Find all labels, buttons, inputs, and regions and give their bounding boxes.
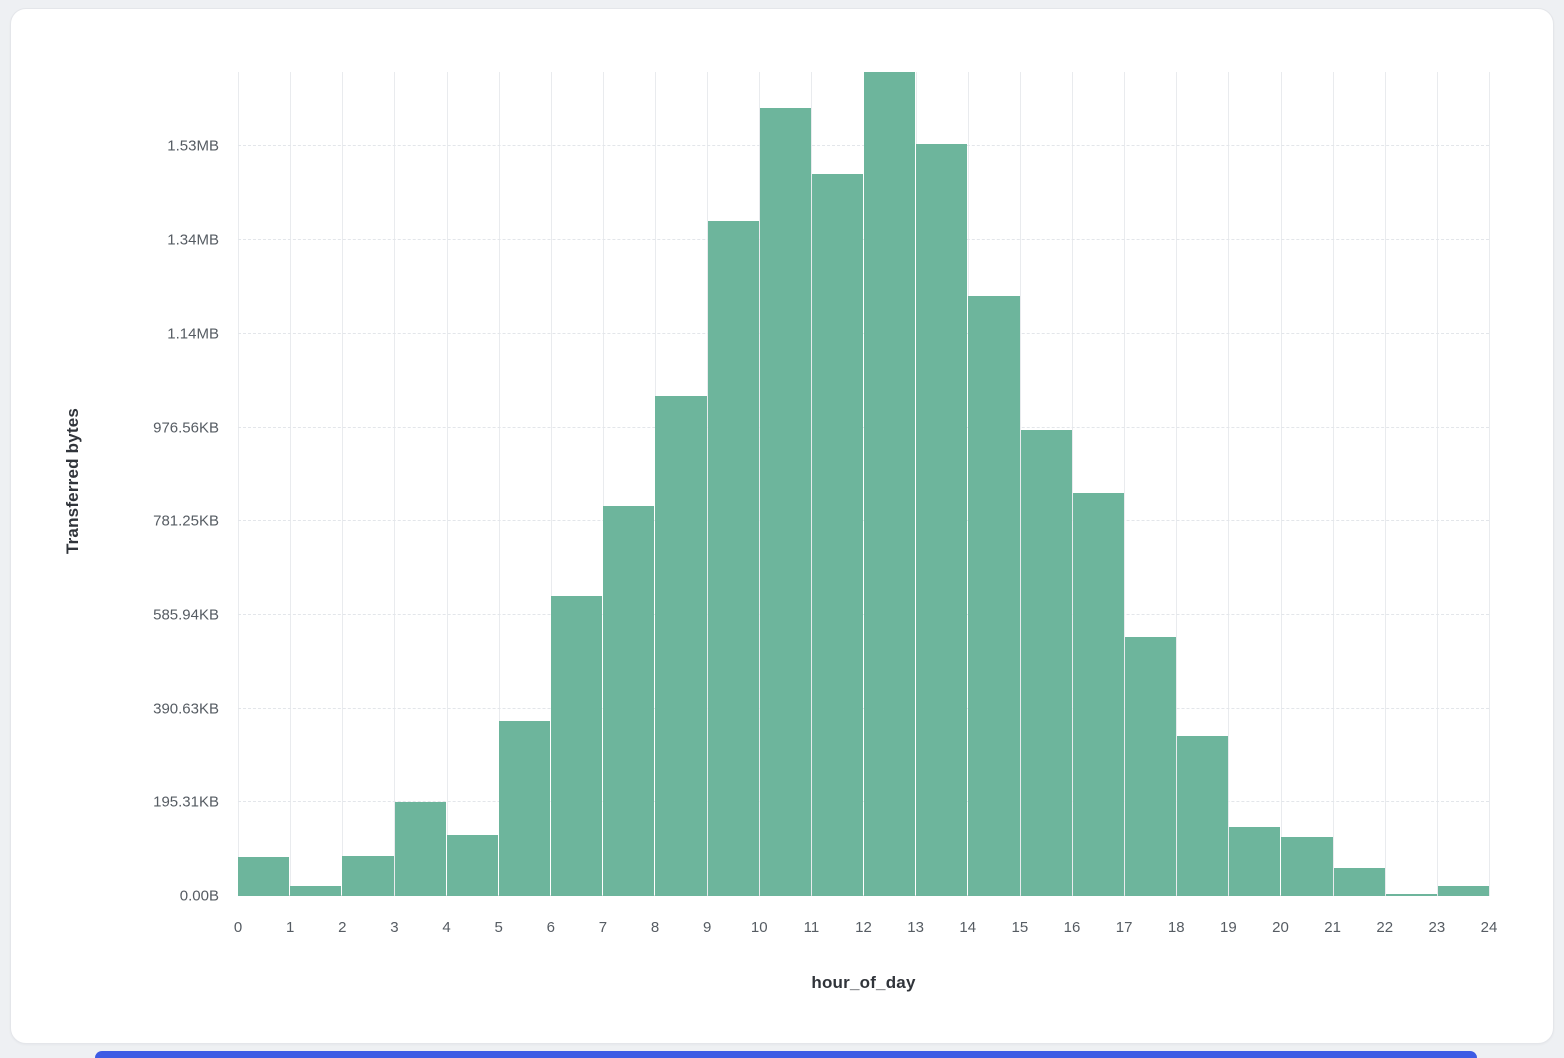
bar-hour-17[interactable] — [1124, 637, 1177, 896]
x-tick-label: 18 — [1167, 919, 1185, 936]
bar-hour-6[interactable] — [551, 595, 603, 896]
x-tick-label: 19 — [1220, 919, 1237, 936]
bar-hour-9[interactable] — [707, 221, 759, 896]
partial-card-below — [95, 1051, 1477, 1058]
vertical-gridline — [1280, 72, 1282, 896]
x-tick-label: 4 — [442, 919, 451, 936]
chart-card: Transferred bytes 0.00B 195.31KB 390.63KB 5… — [10, 8, 1554, 1044]
vertical-gridline — [1489, 72, 1490, 896]
bar-hour-2[interactable] — [342, 856, 394, 896]
x-tick-label: 3 — [390, 919, 399, 936]
x-axis-tick-labels: 0 1 2 3 4 5 6 7 8 9 10 11 12 13 14 15 16 17 18 19 20 21 22 23 24 — [234, 907, 1498, 937]
vertical-gridline — [1228, 72, 1230, 896]
bar-hour-3[interactable] — [394, 802, 446, 896]
x-tick-label: 5 — [494, 919, 503, 936]
x-tick-label: 9 — [702, 919, 712, 936]
bar-hour-7[interactable] — [603, 505, 655, 896]
x-tick-label: 10 — [750, 919, 768, 936]
bar-hour-21[interactable] — [1333, 867, 1385, 896]
vertical-gridline — [1072, 72, 1073, 896]
x-tick-label: 20 — [1272, 919, 1289, 936]
bar-hour-22[interactable] — [1385, 894, 1437, 896]
y-tick-label: 390.63KB — [153, 700, 219, 718]
y-tick-label: 195.31KB — [153, 793, 219, 811]
vertical-gridline — [1124, 72, 1126, 896]
bars-layer — [238, 72, 1490, 896]
bar-hour-8[interactable] — [655, 396, 707, 896]
vertical-gridline — [967, 72, 969, 896]
x-tick-label: 6 — [546, 919, 555, 936]
vertical-gridline — [238, 72, 239, 896]
y-axis-tick-labels: 0.00B 195.31KB 390.63KB 585.94KB 781.25KB 976… — [11, 72, 219, 905]
x-tick-label: 8 — [650, 919, 660, 936]
horizontal-gridline — [238, 613, 1489, 615]
x-tick-label: 13 — [907, 919, 924, 936]
plot-area — [238, 72, 1490, 896]
y-tick-label: 0.00B — [179, 887, 219, 905]
vertical-gridline — [446, 72, 448, 896]
x-tick-label: 7 — [598, 919, 608, 936]
y-tick-label: 976.56KB — [153, 419, 219, 437]
bar-hour-11[interactable] — [811, 173, 864, 896]
y-tick-label: 1.34MB — [167, 231, 219, 249]
vertical-gridline — [550, 72, 552, 896]
horizontal-gridline — [238, 895, 1489, 896]
vertical-gridline — [498, 72, 500, 896]
y-tick-label: 1.14MB — [167, 325, 219, 343]
x-tick-label: 24 — [1480, 919, 1498, 936]
bar-hour-4[interactable] — [446, 835, 498, 896]
bar-hour-0[interactable] — [238, 857, 290, 896]
bar-hour-18[interactable] — [1177, 736, 1229, 896]
x-tick-label: 23 — [1428, 919, 1446, 936]
bar-hour-13[interactable] — [916, 143, 968, 896]
vertical-gridline — [1019, 72, 1021, 896]
vertical-gridline — [915, 72, 917, 896]
x-tick-label: 16 — [1063, 919, 1081, 936]
horizontal-gridline — [238, 520, 1489, 522]
horizontal-gridline — [238, 801, 1489, 803]
vertical-gridline — [602, 72, 604, 896]
horizontal-gridline — [238, 332, 1489, 334]
x-tick-label: 2 — [338, 919, 347, 936]
x-tick-label: 17 — [1115, 919, 1133, 936]
x-axis-title: hour_of_day — [811, 973, 916, 992]
horizontal-gridline — [238, 145, 1489, 147]
x-tick-label: 0 — [233, 919, 243, 936]
vertical-gridline — [1176, 72, 1178, 896]
bar-hour-14[interactable] — [968, 296, 1020, 896]
vertical-gridline — [290, 72, 292, 896]
bar-hour-5[interactable] — [498, 721, 551, 896]
vertical-gridline — [394, 72, 396, 896]
vertical-gridline — [342, 72, 344, 896]
vertical-gridline — [863, 72, 865, 896]
y-tick-label: 1.53MB — [167, 137, 219, 155]
bar-hour-15[interactable] — [1020, 429, 1072, 896]
y-tick-label: 585.94KB — [153, 606, 219, 624]
y-tick-label: 781.25KB — [153, 512, 219, 530]
horizontal-gridline — [238, 239, 1489, 241]
horizontal-gridlines — [238, 72, 1489, 896]
x-tick-label: 22 — [1376, 919, 1394, 936]
bar-hour-10[interactable] — [759, 107, 811, 896]
bar-hour-20[interactable] — [1281, 836, 1333, 896]
horizontal-gridline — [238, 707, 1489, 709]
x-tick-label: 14 — [959, 919, 977, 936]
x-tick-label: 1 — [285, 919, 295, 936]
vertical-gridline — [1384, 72, 1386, 896]
bar-hour-1[interactable] — [290, 886, 342, 896]
vertical-gridline — [1332, 72, 1334, 896]
bar-hour-23[interactable] — [1437, 886, 1490, 896]
bar-hour-16[interactable] — [1072, 493, 1124, 896]
bar-hour-12[interactable] — [864, 72, 916, 896]
x-tick-label: 11 — [803, 919, 820, 936]
vertical-gridline — [1436, 72, 1438, 896]
x-tick-label: 21 — [1324, 919, 1341, 936]
x-tick-label: 12 — [855, 919, 872, 936]
horizontal-gridline — [238, 426, 1489, 428]
x-tick-label: 15 — [1011, 919, 1029, 936]
bar-hour-19[interactable] — [1229, 827, 1281, 896]
vertical-gridline — [811, 72, 813, 896]
